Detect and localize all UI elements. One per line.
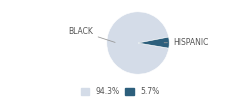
Wedge shape xyxy=(107,12,169,74)
Wedge shape xyxy=(138,37,169,48)
Text: HISPANIC: HISPANIC xyxy=(164,38,208,47)
Legend: 94.3%, 5.7%: 94.3%, 5.7% xyxy=(81,87,159,96)
Text: BLACK: BLACK xyxy=(68,27,115,42)
